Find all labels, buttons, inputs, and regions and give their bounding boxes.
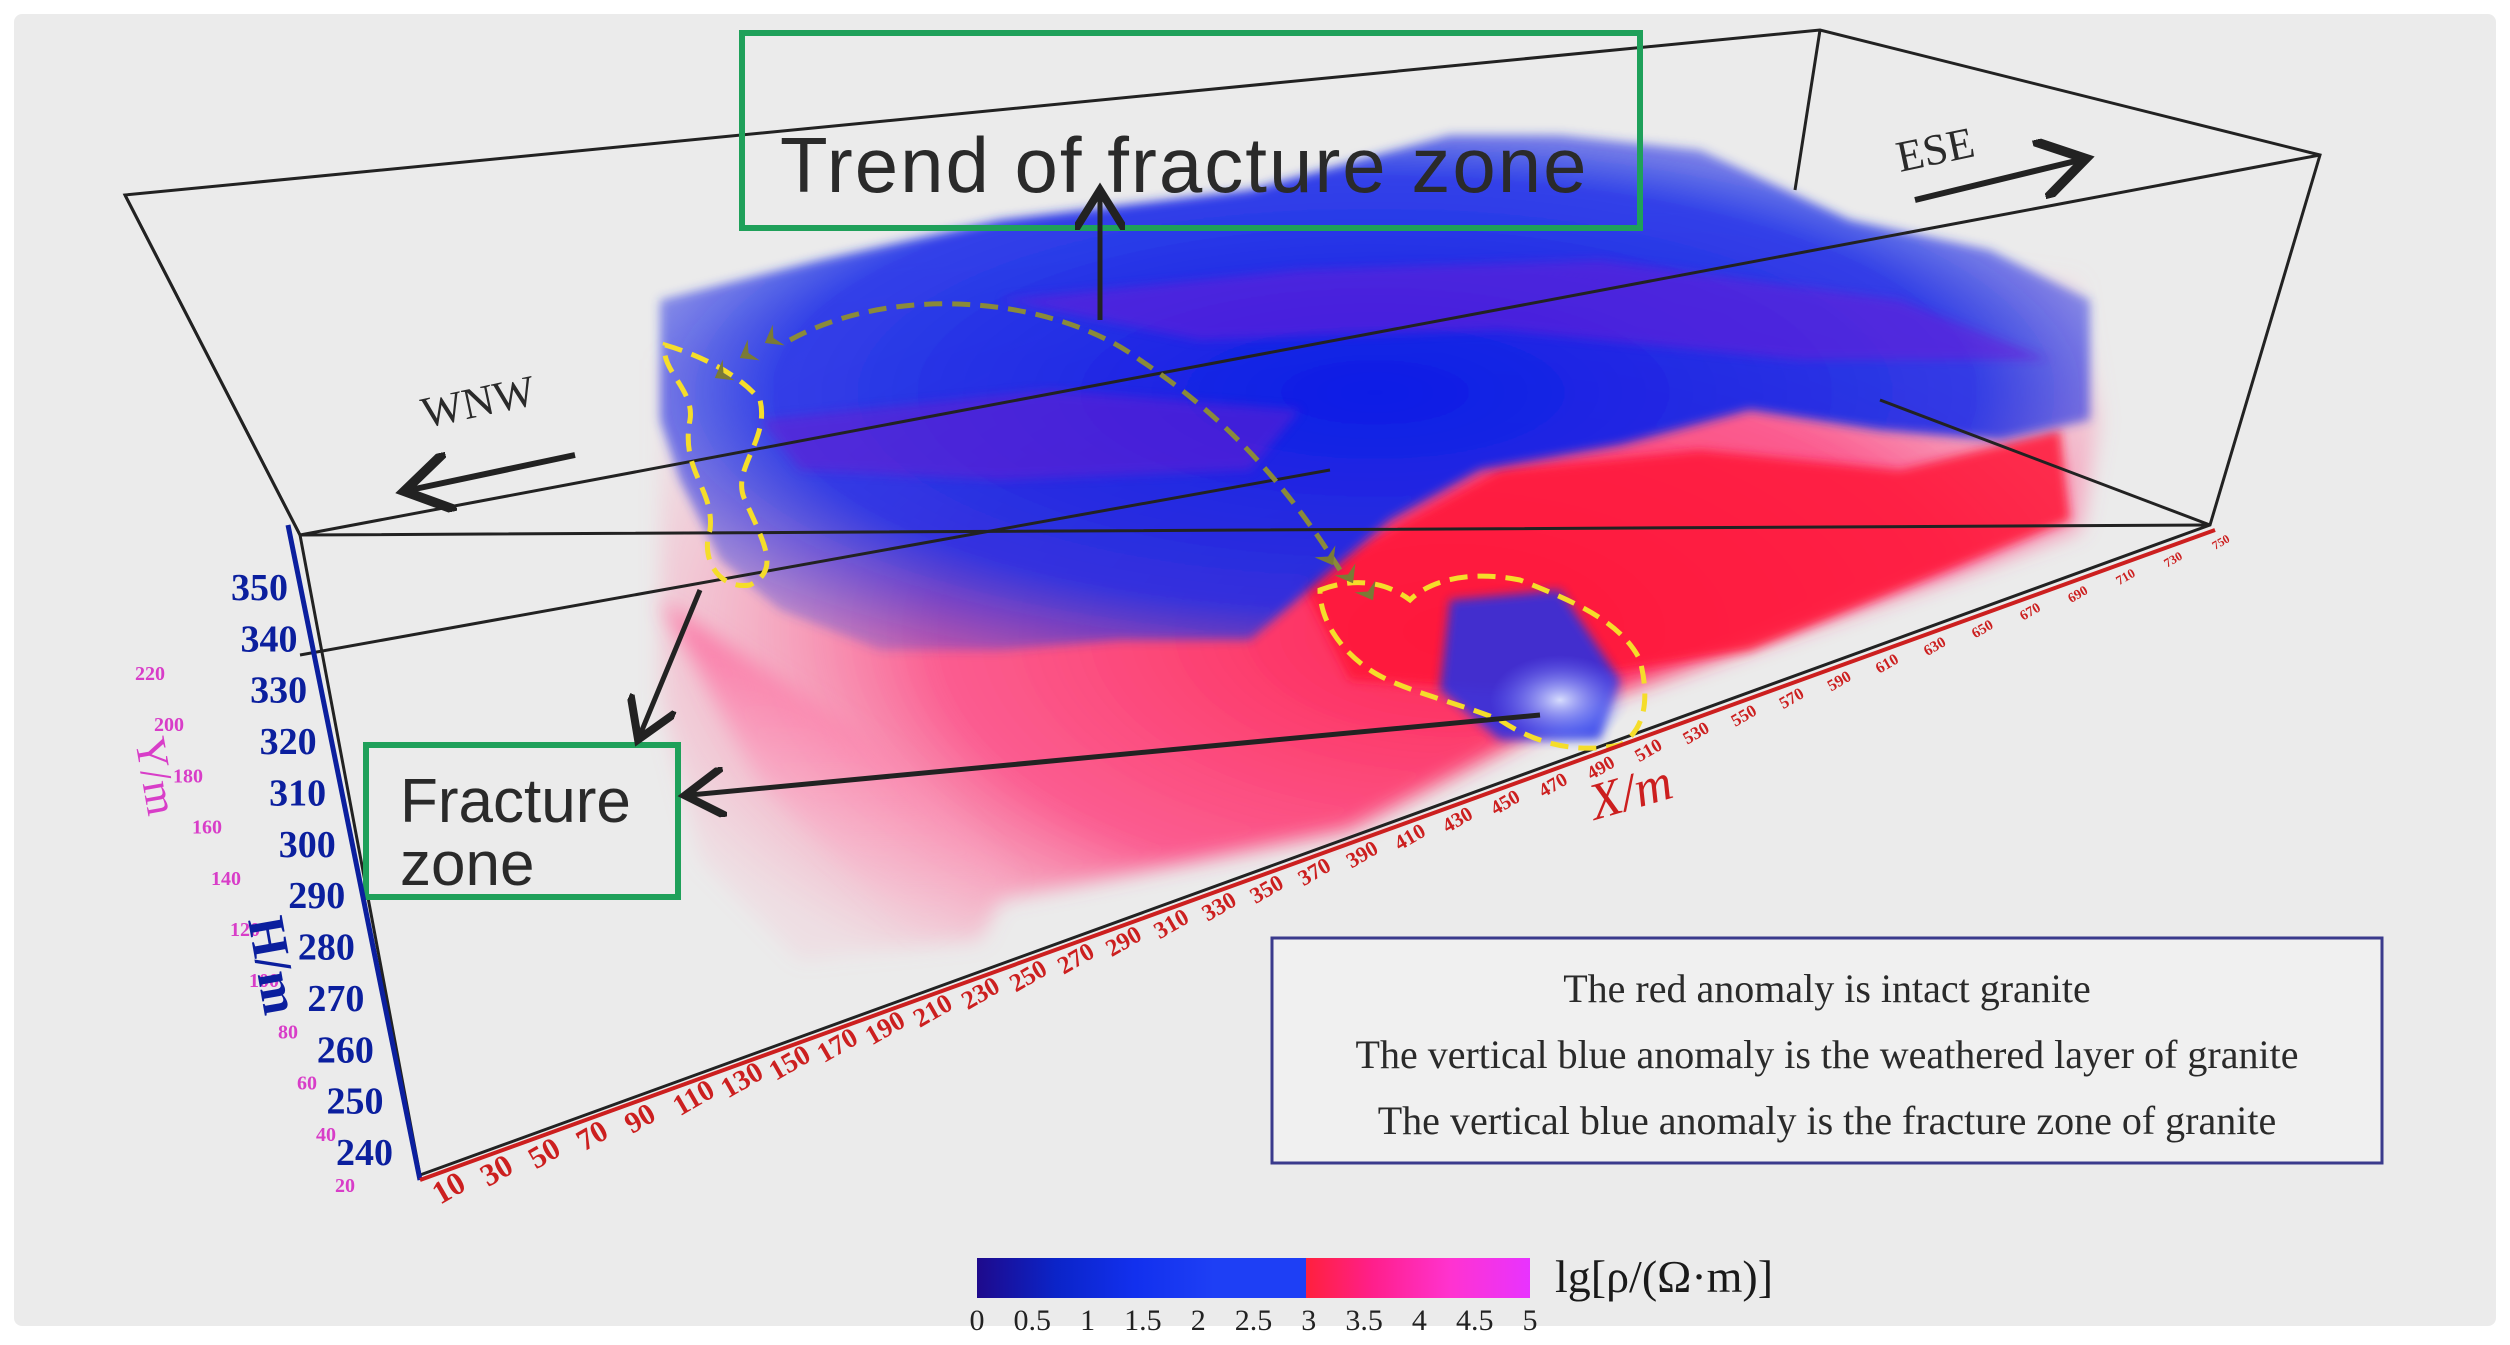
h-axis-tick-label: 350 [231, 567, 288, 609]
trend-path [788, 301, 1343, 572]
trend-chevron [764, 324, 785, 346]
y-axis-tick-label: 60 [297, 1073, 317, 1095]
fracture-outlines [662, 301, 1648, 751]
fracture-zone-box [363, 742, 681, 900]
h-axis-tick-label: 300 [279, 824, 336, 866]
trend-chevron [1314, 545, 1336, 566]
frame-back-edge [1793, 29, 1822, 191]
frame-inner-right [1879, 398, 2211, 527]
y-axis-tick-label: 120 [230, 919, 260, 941]
colorbar-ticks: 0 0.5 1 1.5 2 2.5 3 3.5 4 4.5 5 [970, 1304, 1538, 1337]
colorbar-tick-label: 0.5 [1014, 1304, 1052, 1337]
trend-chevron [1334, 563, 1356, 584]
h-axis-line [285, 524, 423, 1181]
colorbar-tick-label: 3.5 [1345, 1304, 1383, 1337]
red-anomaly-fade [660, 600, 1020, 940]
trend-chevron [1354, 580, 1376, 601]
fracture-outline-right [1317, 573, 1648, 751]
h-axis-tick-label: 250 [326, 1081, 383, 1123]
colorbar-tick-label: 2.5 [1235, 1304, 1273, 1337]
h-axis-tick-label: 280 [298, 927, 355, 969]
trend-chevron [739, 339, 760, 361]
volume-frame [122, 28, 2322, 1178]
frame-inner-line [299, 468, 1331, 657]
frame-diagonal [299, 153, 2321, 537]
trend-box [739, 30, 1643, 231]
h-axis-tick-label: 270 [307, 978, 364, 1020]
colorbar-tick-label: 5 [1523, 1304, 1538, 1337]
legend-line-3: The vertical blue anomaly is the fractur… [1378, 1098, 2276, 1143]
fracture-label-line1: Fracture [400, 767, 631, 836]
y-axis-tick-label: 140 [211, 868, 241, 890]
fracture-arrow-right [690, 712, 1541, 795]
blue-weathered-layer [660, 135, 2090, 650]
colorbar-tick-label: 1.5 [1124, 1304, 1162, 1337]
h-axis-tick-label: 320 [260, 721, 317, 763]
fracture-outline-left [662, 341, 770, 588]
fracture-label-line2: zone [400, 830, 534, 899]
y-axis-tick-label: 220 [135, 663, 165, 685]
colorbar-label: lg[ρ/(Ω·m)] [1555, 1251, 1773, 1302]
fracture-glow [1490, 655, 1630, 745]
fracture-arrow-left [640, 589, 703, 735]
h-axis-tick-label: 260 [317, 1029, 374, 1071]
y-axis-tick-label: 80 [278, 1021, 298, 1043]
legend-box [1270, 936, 2384, 1165]
colorbar-tick-label: 3 [1301, 1304, 1316, 1337]
wnw-arrow [410, 455, 576, 490]
h-axis-tick-label: 240 [336, 1132, 393, 1174]
trend-chevron [714, 359, 735, 381]
h-axis-ticks: 240 250 260 270 280 290 300 310 320 330 340 350 [231, 567, 393, 1174]
y-axis-tick-label: 200 [154, 714, 184, 736]
y-axis-ticks: 20 40 60 80 100 120 140 160 180 200 220 [135, 663, 355, 1197]
h-axis-tick-label: 330 [250, 670, 307, 712]
y-axis-tick-label: 20 [335, 1175, 355, 1197]
x-axis-line [419, 528, 2216, 1182]
trend-chevrons [714, 324, 1376, 601]
ese-arrow [1914, 160, 2080, 203]
y-axis-tick-label: 100 [249, 970, 279, 992]
colorbar [977, 1258, 1530, 1298]
resistivity-volume [660, 135, 2100, 960]
y-axis-tick-label: 40 [316, 1124, 336, 1146]
purple-streak [1000, 260, 2050, 360]
colorbar-tick-label: 4 [1412, 1304, 1427, 1337]
purple-streak-2 [760, 390, 1300, 480]
h-axis-tick-label: 340 [241, 618, 298, 660]
h-axis-tick-label: 290 [288, 875, 345, 917]
trend-title: Trend of fracture zone [780, 121, 1589, 209]
y-axis-tick-label: 180 [173, 765, 203, 787]
h-axis-tick-label: 310 [269, 772, 326, 814]
colorbar-tick-label: 1 [1080, 1304, 1095, 1337]
legend-line-1: The red anomaly is intact granite [1563, 966, 2091, 1011]
colorbar-tick-label: 4.5 [1456, 1304, 1494, 1337]
colorbar-tick-label: 0 [970, 1304, 985, 1337]
colorbar-tick-label: 2 [1191, 1304, 1206, 1337]
y-axis-tick-label: 160 [192, 817, 222, 839]
legend-line-2: The vertical blue anomaly is the weather… [1356, 1032, 2299, 1077]
